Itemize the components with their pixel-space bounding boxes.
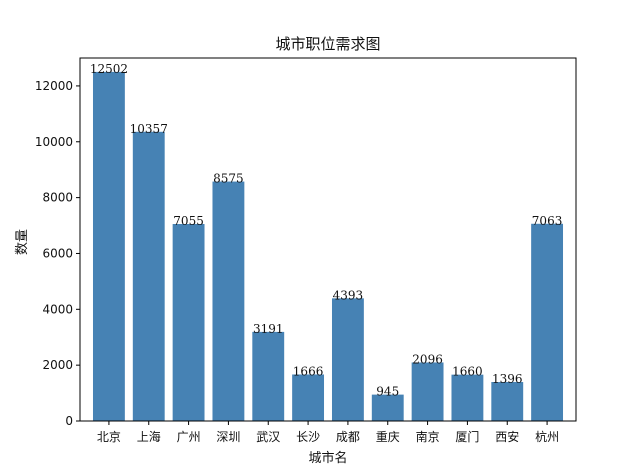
x-tick-label: 重庆 xyxy=(376,430,400,444)
x-tick-label: 杭州 xyxy=(535,429,559,444)
bar xyxy=(491,382,524,421)
bar xyxy=(252,331,285,421)
y-tick-label: 2000 xyxy=(42,358,73,372)
bar xyxy=(92,71,125,421)
x-axis-label: 城市名 xyxy=(308,450,347,466)
chart-title: 城市职位需求图 xyxy=(275,35,380,53)
x-tick-label: 南京 xyxy=(416,429,440,444)
data-label: 1396 xyxy=(492,372,523,386)
axes-frame xyxy=(79,57,577,422)
x-tick-label: 深圳 xyxy=(216,430,240,444)
x-tick-label: 北京 xyxy=(97,430,121,444)
bar xyxy=(451,374,484,421)
bar xyxy=(212,181,245,421)
x-tick-label: 厦门 xyxy=(455,429,479,444)
bar xyxy=(331,298,364,421)
bar xyxy=(132,131,165,421)
y-axis-label: 数量 xyxy=(15,229,30,255)
data-label: 10357 xyxy=(130,122,168,136)
data-label: 4393 xyxy=(333,288,364,302)
bar xyxy=(292,374,325,421)
x-tick-label: 西安 xyxy=(495,429,519,444)
data-label: 7063 xyxy=(532,214,563,228)
x-tick-label: 成都 xyxy=(336,430,360,444)
y-tick-label: 0 xyxy=(65,414,73,428)
y-tick-label: 10000 xyxy=(35,135,73,149)
bar xyxy=(172,224,205,421)
x-tick-label: 武汉 xyxy=(256,430,280,444)
x-tick-label: 广州 xyxy=(177,430,201,444)
data-label: 2096 xyxy=(412,352,443,366)
data-label: 1660 xyxy=(452,365,483,379)
bar xyxy=(531,223,564,421)
data-label: 12502 xyxy=(90,62,128,76)
data-label: 3191 xyxy=(253,322,284,336)
bar xyxy=(371,394,404,421)
data-label: 1666 xyxy=(293,364,324,378)
data-label: 7055 xyxy=(173,214,204,228)
x-tick-label: 长沙 xyxy=(296,430,320,444)
x-tick-label: 上海 xyxy=(137,429,161,444)
y-tick-label: 6000 xyxy=(42,246,73,260)
y-tick-label: 4000 xyxy=(42,302,73,316)
y-tick-label: 12000 xyxy=(35,79,73,93)
data-label: 945 xyxy=(376,385,399,399)
bar xyxy=(411,362,444,421)
plot-area: 0 2000 4000 6000 8000 10000 12000 北京 12502 上海 1035… xyxy=(35,62,564,444)
y-tick-label: 8000 xyxy=(42,191,73,205)
data-label: 8575 xyxy=(213,172,244,186)
